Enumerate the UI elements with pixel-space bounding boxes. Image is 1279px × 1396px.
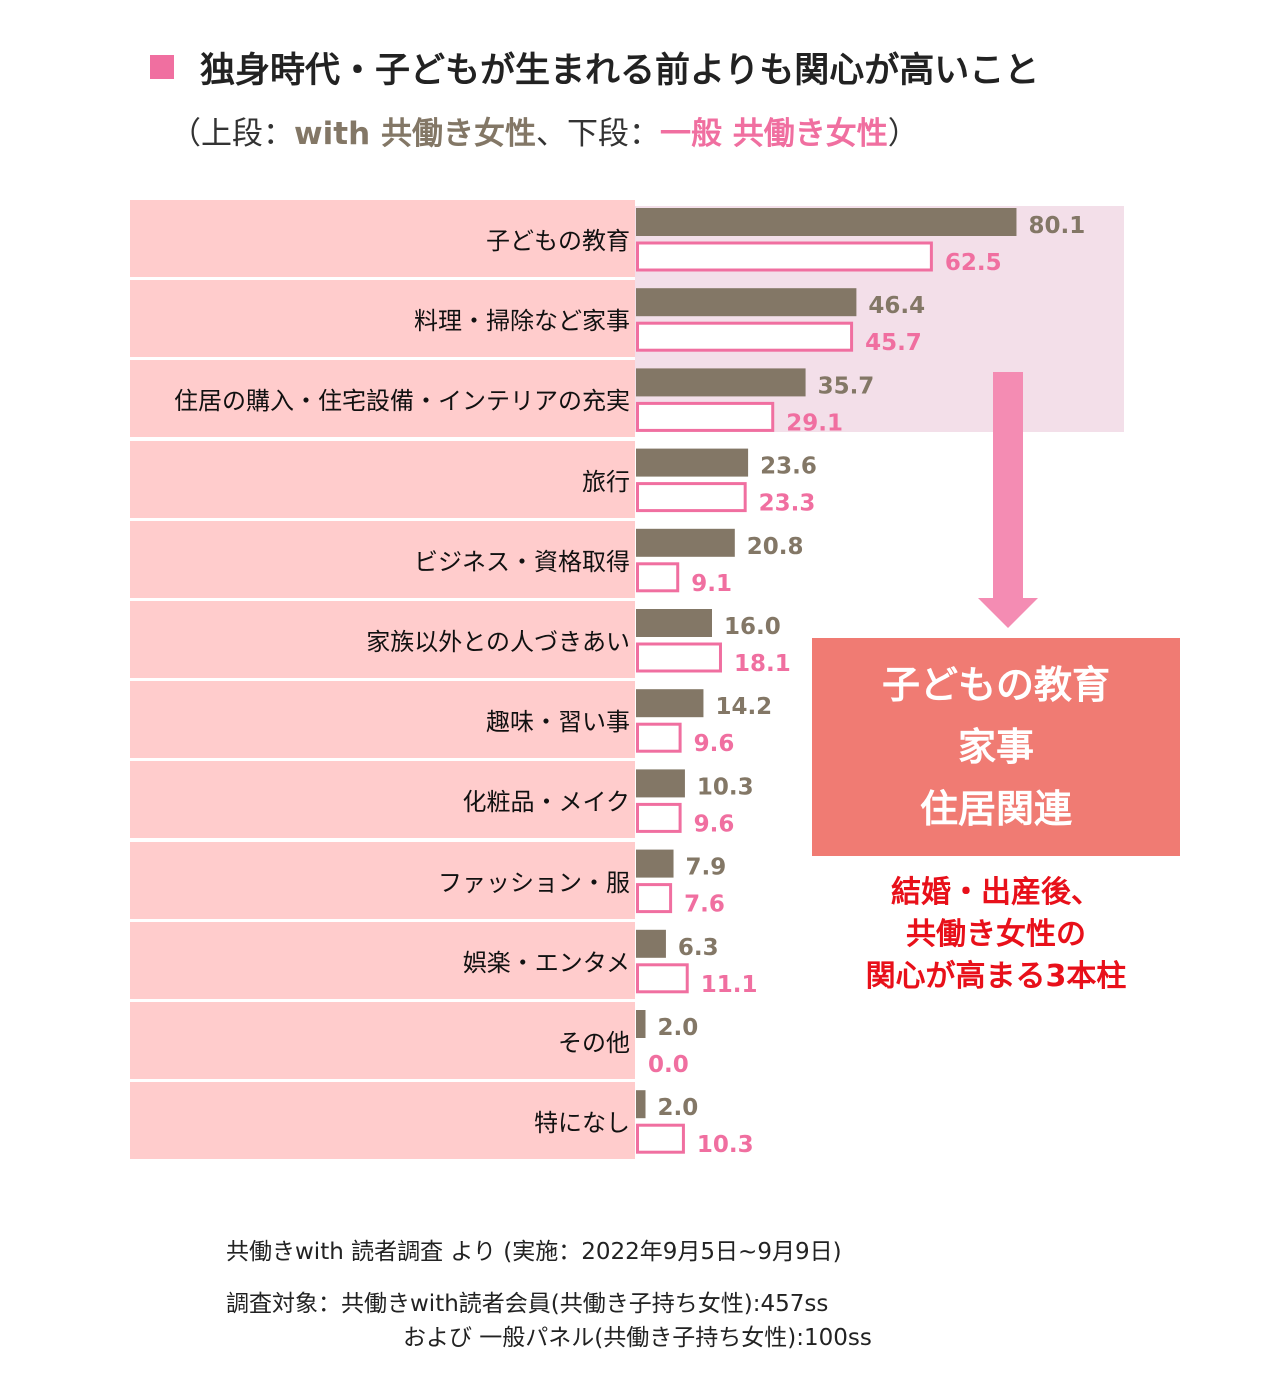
category-label: 化粧品・メイク (462, 788, 630, 817)
callout-line-housing: 住居関連 (919, 787, 1072, 831)
category-label: 特になし (534, 1109, 630, 1138)
category-label: 旅行 (582, 467, 630, 496)
value-label-general: 18.1 (734, 651, 791, 677)
value-label-general: 9.1 (691, 571, 732, 597)
value-label-with: 2.0 (658, 1095, 699, 1121)
category-band (130, 601, 635, 678)
note-line-1: 結婚・出産後、 (891, 875, 1101, 910)
value-label-with: 10.3 (697, 774, 754, 800)
callout-line-housework: 家事 (957, 725, 1034, 769)
value-label-general: 45.7 (865, 330, 922, 356)
bar-general (636, 722, 682, 753)
category-label: ファッション・服 (438, 868, 630, 897)
arrow-shaft (993, 372, 1023, 598)
subtitle-general-label: 一般 共働き女性 (659, 116, 888, 152)
value-label-general: 62.5 (945, 250, 1002, 276)
category-label: 娯楽・エンタメ (462, 948, 630, 977)
value-label-general: 29.1 (786, 410, 843, 436)
bar-general (636, 321, 854, 352)
bar-general (636, 1123, 685, 1154)
note-line-3: 関心が高まる3本柱 (865, 959, 1127, 994)
bar-with (636, 288, 857, 317)
chart-title: 独身時代・子どもが生まれる前よりも関心が高いこと (200, 50, 1040, 91)
category-band (130, 360, 635, 438)
chart-title-row: 独身時代・子どもが生まれる前よりも関心が高いこと (150, 42, 1039, 92)
value-label-with: 14.2 (715, 694, 772, 720)
category-band (130, 681, 635, 759)
footer-target-1: 調査対象：共働きwith読者会員(共働き子持ち女性):457ss (226, 1291, 829, 1317)
category-band (130, 1002, 635, 1079)
subtitle-middle: 、下段： (535, 116, 660, 152)
bar-with (636, 609, 712, 637)
category-label: 住居の購入・住宅設備・インテリアの充実 (174, 387, 630, 416)
bar-with (636, 849, 674, 878)
note-line-2: 共働き女性の (906, 917, 1086, 952)
bar-general (636, 401, 775, 432)
callout-line-education: 子どもの教育 (881, 663, 1110, 707)
value-label-with: 16.0 (724, 614, 781, 640)
bar-general (636, 802, 682, 833)
subtitle-open: （上段： (170, 116, 294, 152)
bar-with (636, 689, 704, 718)
value-label-with: 7.9 (686, 855, 727, 881)
value-label-general: 23.3 (759, 491, 816, 517)
category-band (130, 200, 635, 277)
bar-with (636, 528, 735, 557)
value-label-with: 23.6 (760, 454, 817, 480)
category-label: 子どもの教育 (486, 227, 630, 255)
category-band (130, 761, 635, 839)
category-band (130, 921, 635, 999)
value-label-with: 80.1 (1028, 213, 1085, 239)
bar-with (636, 208, 1017, 236)
footer-target-2: および 一般パネル(共働き子持ち女性):100ss (403, 1325, 872, 1351)
bar-group: 80.1 62.5 46.4 45.7 35.7 29.1 23.6 23.3 20.8 9.1 1… (636, 208, 1085, 1158)
value-label-with: 46.4 (868, 293, 925, 319)
summary-callout-box: 子どもの教育 家事 住居関連 (812, 638, 1180, 856)
category-label: その他 (558, 1029, 630, 1057)
bar-general (636, 963, 689, 994)
bar-with (636, 929, 666, 958)
value-label-general: 9.6 (694, 811, 735, 837)
category-label: ビジネス・資格取得 (414, 547, 630, 576)
bar-general (636, 642, 722, 673)
bar-with (636, 1090, 646, 1119)
category-band (130, 520, 635, 598)
value-label-with: 20.8 (747, 534, 804, 560)
chart-subtitle: （上段：with 共働き女性、下段：一般 共働き女性） (170, 108, 919, 153)
value-label-general: 7.6 (684, 892, 725, 918)
bar-general (636, 241, 933, 272)
bar-with (636, 368, 806, 397)
bar-general (636, 562, 680, 593)
category-label: 料理・掃除など家事 (414, 307, 630, 336)
value-label-with: 6.3 (678, 935, 719, 961)
footer-source: 共働きwith 読者調査 より (実施：2022年9月5日~9月9日) (226, 1239, 842, 1265)
category-label: 家族以外との人づきあい (366, 628, 630, 656)
bar-general (636, 883, 673, 914)
category-band (130, 841, 635, 919)
bar-with (636, 769, 685, 798)
value-label-general: 11.1 (701, 972, 758, 998)
bar-with (636, 448, 749, 477)
title-bullet-square (150, 55, 174, 79)
category-band (130, 280, 635, 358)
value-label-with: 2.0 (658, 1015, 699, 1041)
category-band (130, 1082, 635, 1160)
down-arrow-icon (978, 372, 1038, 628)
subtitle-with-label: with 共働き女性 (294, 116, 536, 152)
summary-note: 結婚・出産後、 共働き女性の 関心が高まる3本柱 (812, 872, 1180, 998)
category-band (130, 440, 635, 518)
value-label-with: 35.7 (818, 373, 875, 399)
arrow-head (978, 598, 1038, 628)
bar-general (636, 482, 747, 513)
bar-with (636, 1010, 646, 1038)
subtitle-close: ） (887, 116, 919, 152)
category-label: 趣味・習い事 (486, 708, 630, 737)
value-label-general: 0.0 (648, 1052, 689, 1078)
value-label-general: 10.3 (697, 1132, 754, 1158)
value-label-general: 9.6 (694, 731, 735, 757)
